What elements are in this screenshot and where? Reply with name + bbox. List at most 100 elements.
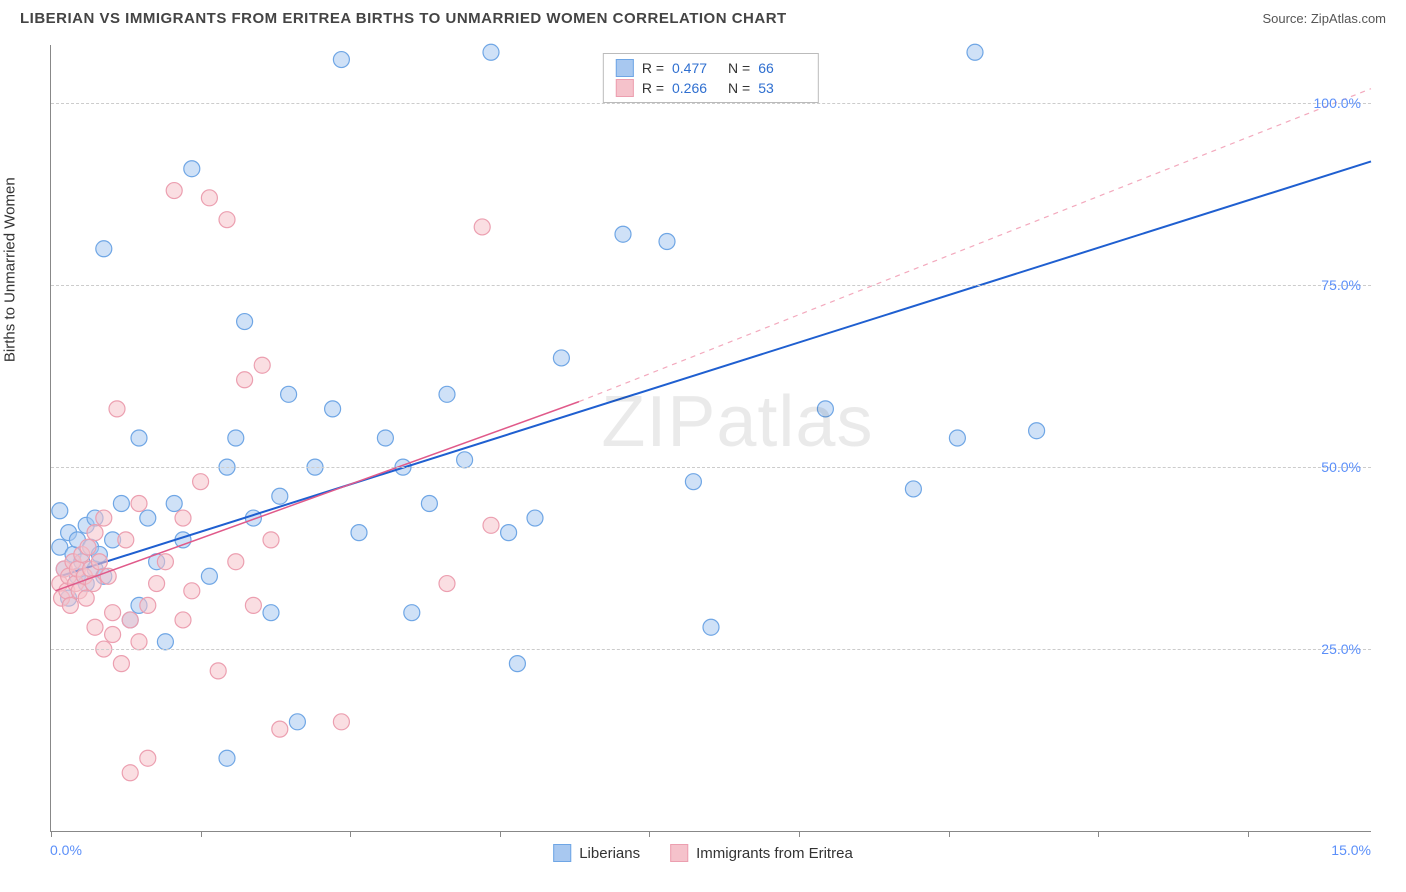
data-point xyxy=(483,44,499,60)
data-point xyxy=(245,597,261,613)
legend-item: Liberians xyxy=(553,844,640,862)
data-point xyxy=(105,605,121,621)
data-point xyxy=(131,496,147,512)
x-tick xyxy=(201,831,202,837)
x-tick xyxy=(1098,831,1099,837)
data-point xyxy=(553,350,569,366)
legend-n-label: N = xyxy=(728,60,750,76)
data-point xyxy=(817,401,833,417)
data-point xyxy=(166,496,182,512)
data-point xyxy=(100,568,116,584)
data-point xyxy=(377,430,393,446)
data-point xyxy=(527,510,543,526)
data-point xyxy=(149,576,165,592)
data-point xyxy=(237,372,253,388)
data-point xyxy=(351,525,367,541)
data-point xyxy=(219,212,235,228)
data-point xyxy=(157,634,173,650)
data-point xyxy=(52,503,68,519)
data-point xyxy=(113,656,129,672)
data-point xyxy=(80,539,96,555)
y-tick-label: 75.0% xyxy=(1321,277,1361,293)
data-point xyxy=(254,357,270,373)
gridline xyxy=(51,649,1371,650)
data-point xyxy=(131,430,147,446)
data-point xyxy=(62,597,78,613)
data-point xyxy=(439,386,455,402)
data-point xyxy=(615,226,631,242)
chart-area: ZIPatlas R = 0.477N = 66R = 0.266N = 53 … xyxy=(50,45,1371,832)
x-tick xyxy=(350,831,351,837)
correlation-legend: R = 0.477N = 66R = 0.266N = 53 xyxy=(603,53,819,103)
plot-region: ZIPatlas R = 0.477N = 66R = 0.266N = 53 … xyxy=(50,45,1371,832)
x-tick xyxy=(949,831,950,837)
legend-row: R = 0.477N = 66 xyxy=(616,58,806,78)
data-point xyxy=(474,219,490,235)
data-point xyxy=(457,452,473,468)
data-point xyxy=(703,619,719,635)
data-point xyxy=(905,481,921,497)
data-point xyxy=(404,605,420,621)
data-point xyxy=(87,619,103,635)
data-point xyxy=(509,656,525,672)
trend-line xyxy=(55,402,579,591)
data-point xyxy=(210,663,226,679)
data-point xyxy=(263,605,279,621)
legend-r-label: R = xyxy=(642,60,664,76)
data-point xyxy=(157,554,173,570)
y-axis-title: Births to Unmarried Women xyxy=(2,177,19,362)
data-point xyxy=(967,44,983,60)
data-point xyxy=(949,430,965,446)
data-point xyxy=(325,401,341,417)
x-tick xyxy=(500,831,501,837)
legend-r-label: R = xyxy=(642,80,664,96)
data-point xyxy=(131,634,147,650)
data-point xyxy=(237,314,253,330)
legend-r-value: 0.477 xyxy=(672,60,720,76)
data-point xyxy=(184,161,200,177)
x-tick xyxy=(799,831,800,837)
legend-n-label: N = xyxy=(728,80,750,96)
data-point xyxy=(263,532,279,548)
legend-n-value: 53 xyxy=(758,80,806,96)
data-point xyxy=(193,474,209,490)
data-point xyxy=(439,576,455,592)
trend-line-extrapolated xyxy=(579,89,1371,402)
gridline xyxy=(51,103,1371,104)
legend-swatch xyxy=(616,79,634,97)
data-point xyxy=(281,386,297,402)
x-tick xyxy=(1248,831,1249,837)
data-point xyxy=(421,496,437,512)
data-point xyxy=(87,525,103,541)
data-point xyxy=(219,750,235,766)
x-tick xyxy=(51,831,52,837)
data-point xyxy=(166,183,182,199)
gridline xyxy=(51,285,1371,286)
x-min-label: 0.0% xyxy=(50,842,82,858)
data-point xyxy=(685,474,701,490)
data-point xyxy=(333,52,349,68)
data-point xyxy=(140,750,156,766)
data-point xyxy=(501,525,517,541)
gridline xyxy=(51,467,1371,468)
data-point xyxy=(483,517,499,533)
data-point xyxy=(272,721,288,737)
series-legend: Liberians Immigrants from Eritrea xyxy=(553,844,853,862)
data-point xyxy=(122,765,138,781)
data-point xyxy=(96,510,112,526)
legend-label: Immigrants from Eritrea xyxy=(696,845,853,862)
data-point xyxy=(96,241,112,257)
data-point xyxy=(1029,423,1045,439)
y-tick-label: 50.0% xyxy=(1321,459,1361,475)
data-point xyxy=(659,234,675,250)
legend-label: Liberians xyxy=(579,845,640,862)
data-point xyxy=(78,590,94,606)
data-point xyxy=(118,532,134,548)
data-point xyxy=(122,612,138,628)
data-point xyxy=(184,583,200,599)
data-point xyxy=(140,597,156,613)
x-max-label: 15.0% xyxy=(1331,842,1371,858)
data-point xyxy=(289,714,305,730)
legend-item: Immigrants from Eritrea xyxy=(670,844,853,862)
data-point xyxy=(175,510,191,526)
